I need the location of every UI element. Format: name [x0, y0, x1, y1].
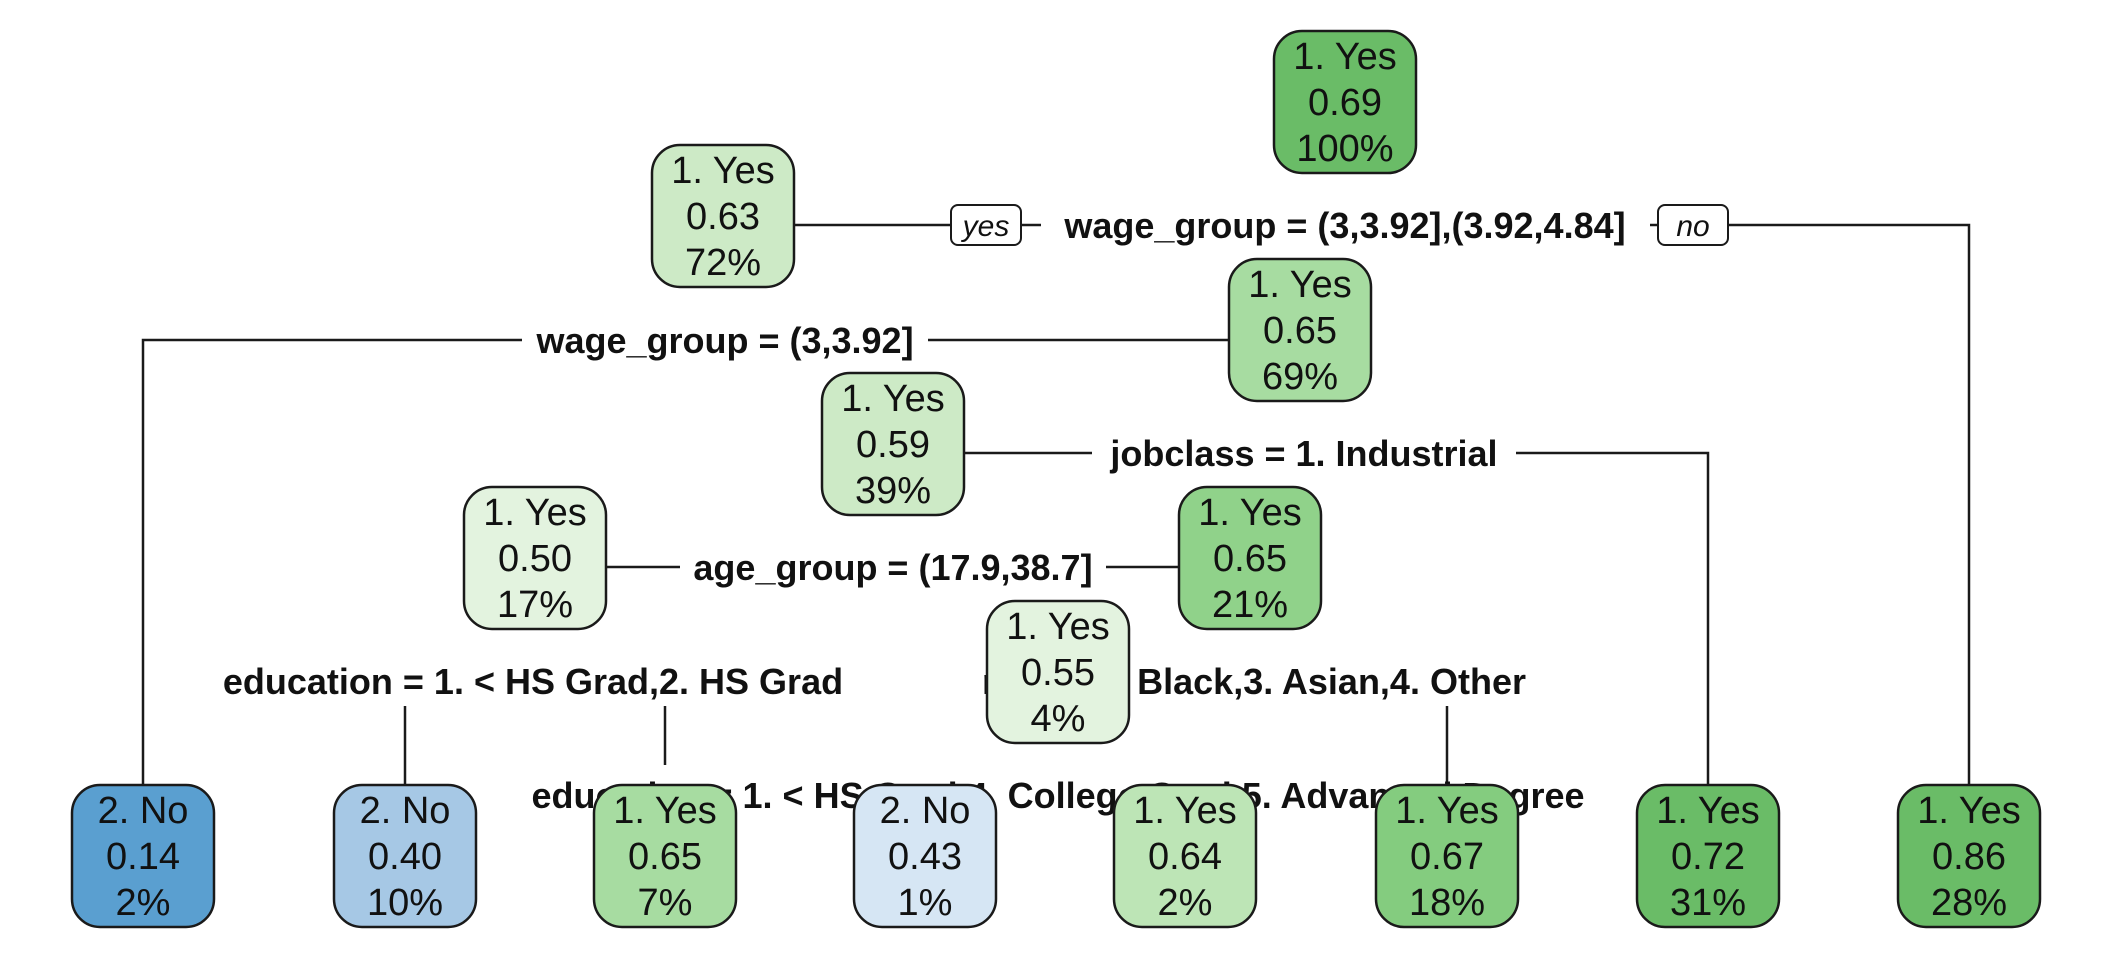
split-label-age: age_group = (17.9,38.7] — [693, 547, 1092, 588]
node-class-label: 1. Yes — [1248, 264, 1352, 306]
node-percentage: 31% — [1670, 882, 1746, 924]
node-probability: 0.14 — [106, 836, 180, 878]
node-percentage: 2% — [1158, 882, 1213, 924]
node-class-label: 1. Yes — [841, 378, 945, 420]
split-label-job: jobclass = 1. Industrial — [1109, 433, 1497, 474]
node-percentage: 7% — [638, 882, 693, 924]
edge-wg2-left — [141, 338, 522, 785]
node-box — [852, 783, 998, 929]
node-box — [1227, 257, 1373, 403]
node-class-label: 1. Yes — [1917, 790, 2021, 832]
node-class-label: 1. Yes — [1133, 790, 1237, 832]
node-probability: 0.50 — [498, 538, 572, 580]
node-percentage: 69% — [1262, 356, 1338, 398]
node-box — [820, 371, 966, 517]
no-branch-label: no — [1657, 204, 1729, 246]
node-box — [462, 485, 608, 631]
node-probability: 0.72 — [1671, 836, 1745, 878]
node-class-label: 1. Yes — [1656, 790, 1760, 832]
node-percentage: 4% — [1031, 698, 1086, 740]
node-class-label: 1. Yes — [483, 492, 587, 534]
node-class-label: 2. No — [360, 790, 451, 832]
node-percentage: 100% — [1296, 128, 1393, 170]
node-probability: 0.43 — [888, 836, 962, 878]
node-probability: 0.69 — [1308, 82, 1382, 124]
node-box — [1374, 783, 1520, 929]
leaf-node: 2. No0.142% — [70, 783, 216, 929]
svg-text:yes: yes — [961, 210, 1010, 243]
node-box — [332, 783, 478, 929]
node-box — [1635, 783, 1781, 929]
node-percentage: 1% — [898, 882, 953, 924]
node-class-label: 1. Yes — [613, 790, 717, 832]
node-probability: 0.86 — [1932, 836, 2006, 878]
node-percentage: 72% — [685, 242, 761, 284]
node-probability: 0.65 — [1263, 310, 1337, 352]
split-label-edu1: education = 1. < HS Grad,2. HS Grad — [223, 661, 843, 702]
node-class-label: 1. Yes — [1395, 790, 1499, 832]
split-label-wg2: wage_group = (3,3.92] — [535, 320, 913, 361]
node-percentage: 28% — [1931, 882, 2007, 924]
node-percentage: 21% — [1212, 584, 1288, 626]
node-percentage: 17% — [497, 584, 573, 626]
node-box — [1896, 783, 2042, 929]
node-class-label: 1. Yes — [1198, 492, 1302, 534]
node-box — [1112, 783, 1258, 929]
node-class-label: 1. Yes — [1006, 606, 1110, 648]
node-box — [592, 783, 738, 929]
node-probability: 0.67 — [1410, 836, 1484, 878]
node-probability: 0.55 — [1021, 652, 1095, 694]
node-probability: 0.65 — [628, 836, 702, 878]
node-class-label: 1. Yes — [1293, 36, 1397, 78]
node-percentage: 2% — [116, 882, 171, 924]
node-probability: 0.40 — [368, 836, 442, 878]
node-box — [70, 783, 216, 929]
node-probability: 0.64 — [1148, 836, 1222, 878]
edges-layer: yes no — [141, 204, 1971, 785]
node-probability: 0.59 — [856, 424, 930, 466]
split-label-root: wage_group = (3,3.92],(3.92,4.84] — [1063, 205, 1625, 246]
node-box — [650, 143, 796, 289]
node-class-label: 1. Yes — [671, 150, 775, 192]
leaf-node: 2. No0.431% — [852, 783, 998, 929]
node-probability: 0.65 — [1213, 538, 1287, 580]
node-probability: 0.63 — [686, 196, 760, 238]
node-class-label: 2. No — [880, 790, 971, 832]
node-percentage: 18% — [1409, 882, 1485, 924]
node-box — [1177, 485, 1323, 631]
node-class-label: 2. No — [98, 790, 189, 832]
node-percentage: 10% — [367, 882, 443, 924]
node-box — [1272, 29, 1418, 175]
yes-branch-label: yes — [950, 204, 1022, 246]
node-percentage: 39% — [855, 470, 931, 512]
node-box — [985, 599, 1131, 745]
edge-job-right — [1516, 451, 1710, 785]
svg-text:no: no — [1676, 210, 1709, 243]
edge-root-right — [1650, 223, 1971, 785]
